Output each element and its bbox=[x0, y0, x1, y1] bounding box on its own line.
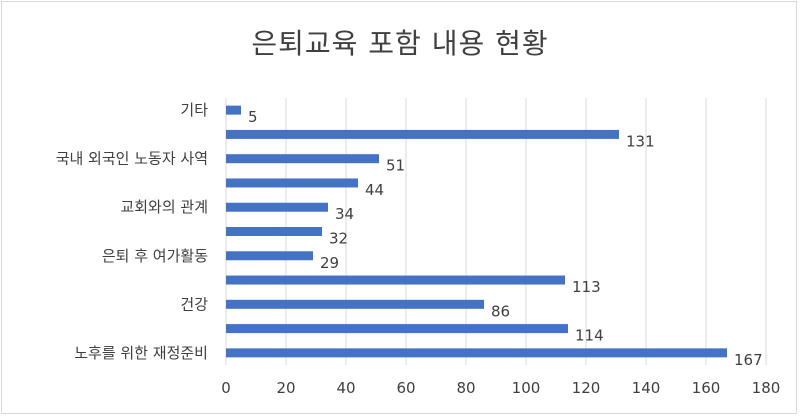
category-label: 기타 bbox=[180, 101, 208, 119]
x-tick-label: 160 bbox=[692, 379, 721, 397]
bar bbox=[226, 275, 565, 285]
x-tick-label: 180 bbox=[752, 379, 781, 397]
x-tick-label: 120 bbox=[572, 379, 601, 397]
bar bbox=[226, 251, 313, 261]
x-tick-label: 0 bbox=[221, 379, 231, 397]
category-label: 교회와의 관계 bbox=[120, 198, 208, 216]
category-label: 국내 외국인 노동자 사역 bbox=[56, 150, 208, 168]
x-tick-label: 40 bbox=[336, 379, 355, 397]
data-label: 32 bbox=[329, 230, 348, 248]
bar bbox=[226, 202, 328, 212]
data-label: 114 bbox=[575, 327, 604, 345]
category-label: 은퇴 후 여가활동 bbox=[102, 247, 208, 265]
bar bbox=[226, 299, 484, 309]
bar bbox=[226, 227, 322, 236]
bar bbox=[226, 129, 619, 139]
bar bbox=[226, 105, 241, 115]
data-label: 86 bbox=[491, 302, 510, 320]
bar bbox=[226, 154, 379, 164]
bar bbox=[226, 178, 358, 188]
chart-title: 은퇴교육 포함 내용 현황 bbox=[251, 27, 549, 60]
x-tick-label: 60 bbox=[396, 379, 415, 397]
x-tick-label: 80 bbox=[456, 379, 475, 397]
x-tick-label: 100 bbox=[512, 379, 541, 397]
data-label: 29 bbox=[320, 254, 339, 272]
data-label: 167 bbox=[734, 351, 763, 369]
bar bbox=[226, 348, 727, 358]
x-tick-label: 140 bbox=[632, 379, 661, 397]
x-tick-label: 20 bbox=[276, 379, 295, 397]
bar bbox=[226, 324, 568, 334]
data-label: 34 bbox=[335, 205, 354, 223]
category-label: 건강 bbox=[180, 295, 208, 313]
data-label: 113 bbox=[572, 278, 601, 296]
data-label: 51 bbox=[386, 157, 405, 175]
category-label: 노후를 위한 재정준비 bbox=[74, 344, 208, 362]
data-label: 131 bbox=[626, 132, 655, 150]
data-label: 44 bbox=[365, 181, 384, 199]
data-label: 5 bbox=[248, 108, 258, 126]
